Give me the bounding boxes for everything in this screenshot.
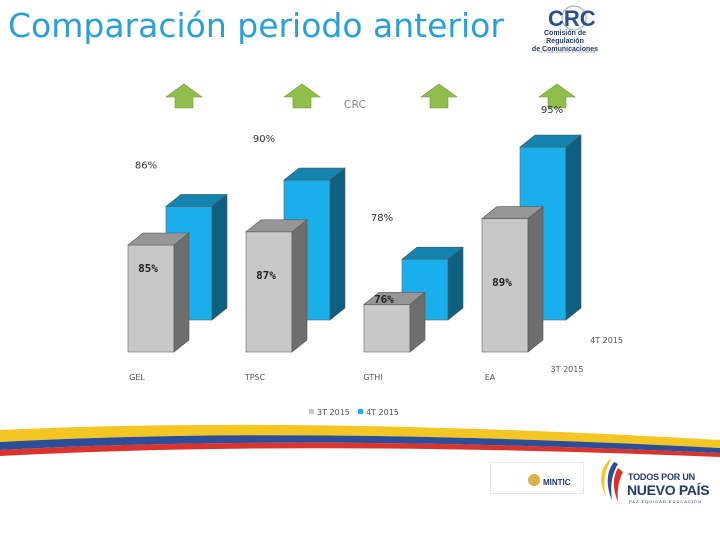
value-label-4t-gel: 86% (135, 160, 157, 171)
trend-up-arrow-icon (538, 83, 576, 109)
bar-3t-2015-ea (481, 205, 544, 353)
trend-up-arrow-icon (165, 83, 203, 109)
mintic-logo-text: MINTIC (543, 478, 571, 487)
crc-logo: CRC (548, 5, 596, 31)
bars-group (127, 134, 582, 353)
legend: 3T 2015 4T 2015 (309, 408, 399, 417)
category-label-ea: EA (485, 373, 496, 382)
legend-swatch-3t (309, 409, 314, 414)
value-label-3t-tpsc: 87% (256, 269, 276, 282)
nuevo-pais-logo-icon (601, 458, 623, 502)
crc-name-line2: de Comunicaciones (531, 46, 599, 53)
comparison-chart: CRC 86% 85% 90% 87% 78% 76% 95% 89% GEL TPSC GTHI… (127, 83, 623, 417)
crc-name-line1: Comisión de Regulación (543, 30, 586, 45)
crc-logo-name: Comisión de Regulación de Comunicaciones (528, 30, 602, 54)
nuevo-pais-tagline: PAZ EQUIDAD EDUCACIÓN (629, 499, 702, 504)
trend-arrows (165, 83, 576, 109)
nuevo-pais-top-text: TODOS POR UN (628, 472, 695, 482)
crc-tagline: REPÚBLICA DE COLOMBIA (538, 49, 596, 54)
axis-series-label-4t: 4T 2015 (590, 336, 623, 345)
bar-3t-2015-gthi (363, 291, 426, 353)
crc-logo-mark: CRC (548, 6, 596, 31)
trend-up-arrow-icon (420, 83, 458, 109)
trend-up-arrow-icon (283, 83, 321, 109)
stripe-blue (0, 435, 720, 453)
axis-series-label-3t: 3T 2015 (551, 365, 584, 374)
footer-flag-stripes (0, 424, 720, 457)
value-label-4t-gthi: 78% (371, 213, 393, 224)
chart-title: CRC (344, 98, 367, 111)
legend-swatch-4t (358, 409, 363, 414)
page-title: Comparación periodo anterior (8, 6, 504, 45)
bar-3t-2015-tpsc (245, 219, 308, 353)
stripe-red (0, 442, 720, 457)
category-label-gthi: GTHI (363, 373, 382, 382)
value-label-4t-ea: 95% (541, 105, 563, 116)
mintic-seal-icon (528, 474, 540, 486)
legend-label-3t: 3T 2015 (317, 408, 350, 417)
bar-3t-2015-gel (127, 232, 190, 353)
legend-label-4t: 4T 2015 (366, 408, 399, 417)
value-labels: 86% 85% 90% 87% 78% 76% 95% 89% (135, 105, 563, 306)
value-label-4t-tpsc: 90% (253, 134, 275, 145)
stripe-yellow (0, 424, 720, 448)
value-label-3t-ea: 89% (492, 276, 512, 289)
category-label-tpsc: TPSC (244, 373, 266, 382)
value-label-3t-gel: 85% (138, 262, 158, 275)
category-labels: GEL TPSC GTHI EA (129, 373, 496, 382)
category-label-gel: GEL (129, 373, 145, 382)
nuevo-pais-main-text: NUEVO PAÍS (627, 482, 710, 498)
value-label-3t-gthi: 76% (374, 293, 394, 306)
mintic-logo-box (490, 462, 584, 494)
